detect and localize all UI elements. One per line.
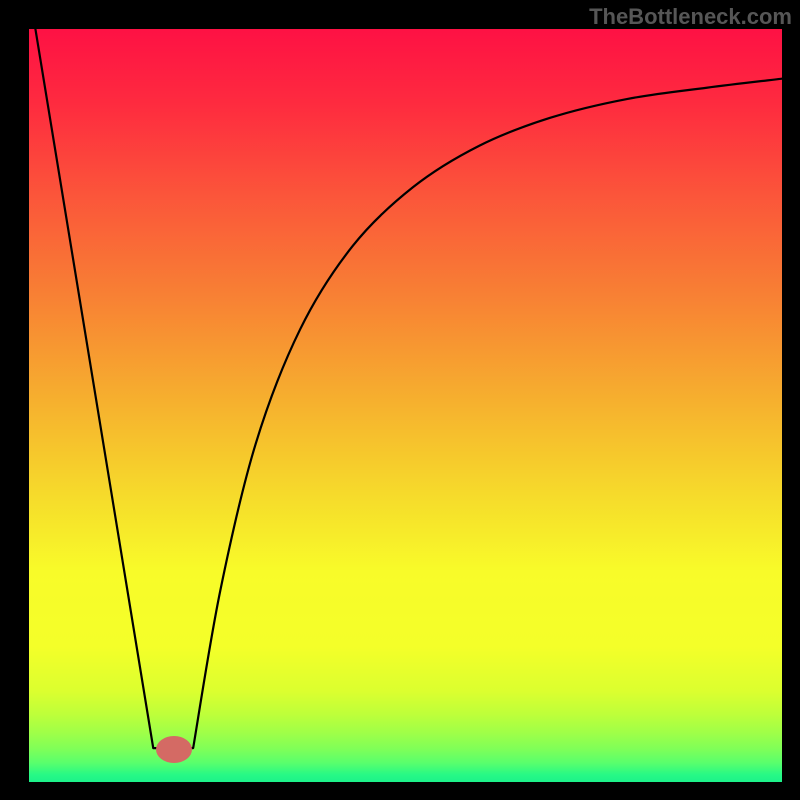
curve-overlay: [29, 29, 782, 782]
watermark-text: TheBottleneck.com: [589, 4, 792, 30]
image-frame: TheBottleneck.com: [0, 0, 800, 800]
plot-area: [29, 29, 782, 782]
